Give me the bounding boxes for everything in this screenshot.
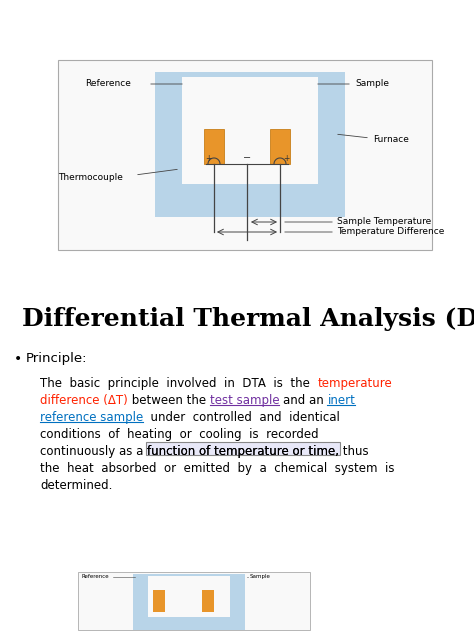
Bar (202, 590, 214, 612)
Text: the  heat  absorbed  or  emitted  by  a  chemical  system  is: the heat absorbed or emitted by a chemic… (40, 462, 394, 475)
Bar (155, 72, 345, 217)
Bar (182, 77, 318, 184)
Bar (58, 60, 432, 250)
Text: determined.: determined. (40, 479, 112, 492)
Text: Temperature Difference: Temperature Difference (337, 228, 444, 236)
Text: The  basic  principle  involved  in  DTA  is  the: The basic principle involved in DTA is t… (40, 377, 318, 390)
Text: Sample: Sample (355, 80, 389, 88)
Text: reference sample: reference sample (40, 411, 143, 424)
Bar (78, 572, 310, 630)
Text: temperature: temperature (318, 377, 392, 390)
Bar (133, 574, 245, 630)
Text: difference (ΔT): difference (ΔT) (40, 394, 128, 407)
Text: Reference: Reference (82, 574, 109, 579)
Text: Sample Temperature: Sample Temperature (337, 217, 431, 226)
Text: •: • (14, 352, 22, 366)
Text: function of temperature or time,: function of temperature or time, (147, 445, 339, 458)
Text: Sample: Sample (250, 574, 271, 579)
Text: Principle:: Principle: (26, 352, 88, 365)
Bar (148, 576, 230, 617)
Text: test sample: test sample (210, 394, 283, 407)
Bar (270, 129, 290, 164)
Text: −: − (243, 153, 251, 163)
Text: and an: and an (283, 394, 328, 407)
Bar (153, 590, 165, 612)
Text: +: + (283, 154, 289, 163)
Text: conditions  of  heating  or  cooling  is  recorded: conditions of heating or cooling is reco… (40, 428, 319, 441)
Bar (146, 442, 340, 454)
Text: between the: between the (128, 394, 210, 407)
Text: continuously as a: continuously as a (40, 445, 147, 458)
Text: Thermocouple: Thermocouple (58, 173, 123, 181)
Text: function of temperature or time,: function of temperature or time, (147, 445, 339, 458)
Text: Differential Thermal Analysis (DTA): Differential Thermal Analysis (DTA) (22, 307, 474, 331)
Text: inert: inert (328, 394, 356, 407)
Text: Furnace: Furnace (373, 135, 409, 143)
Text: thus: thus (339, 445, 369, 458)
Text: +: + (205, 154, 211, 163)
Text: under  controlled  and  identical: under controlled and identical (143, 411, 340, 424)
Bar (204, 129, 224, 164)
Text: Reference: Reference (85, 80, 131, 88)
